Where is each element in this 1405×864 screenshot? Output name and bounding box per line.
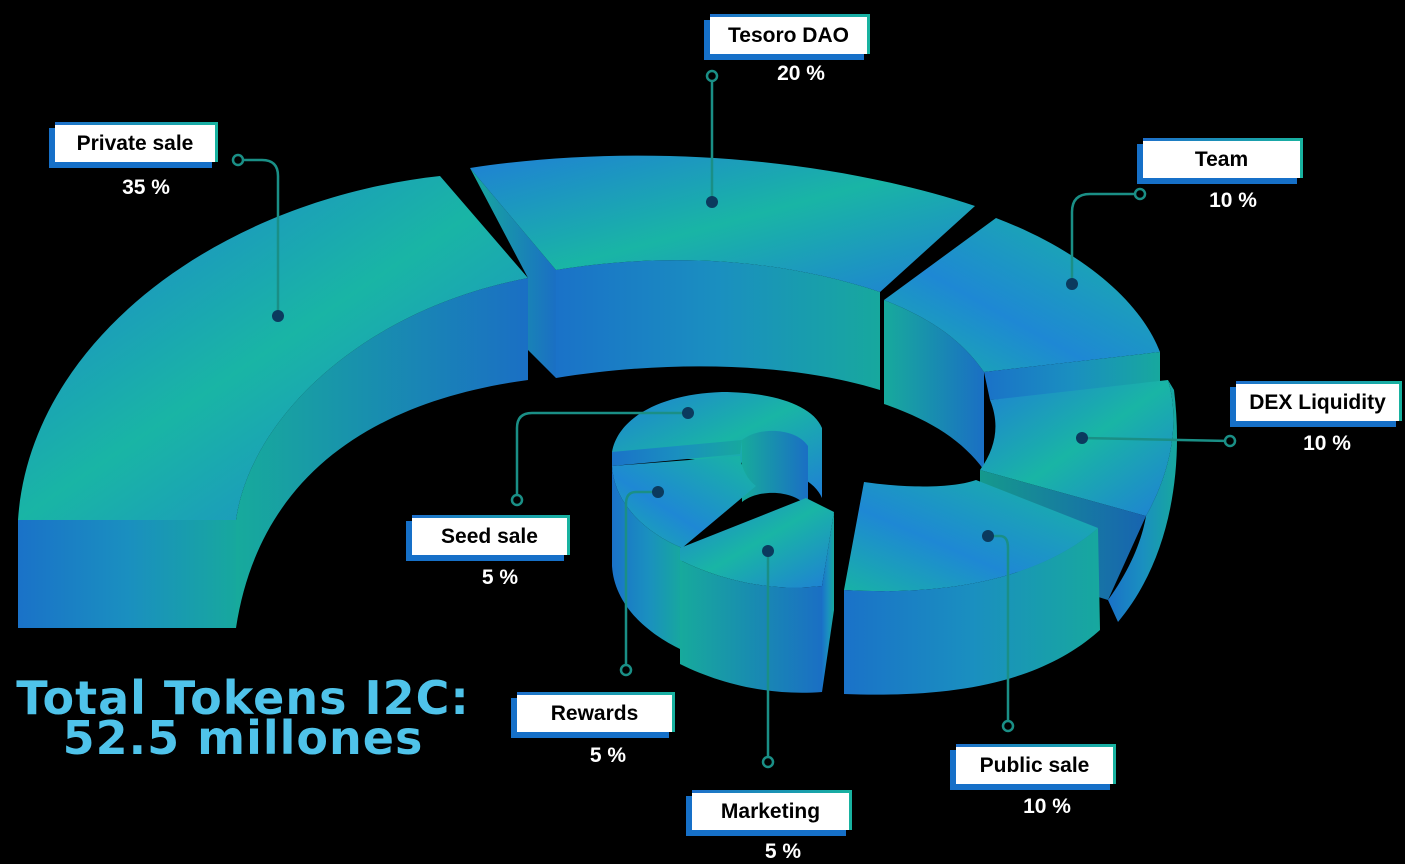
total-tokens-caption: Total Tokens I2C: 52.5 millones [8,671,478,765]
pct-rewards: 5 % [589,744,627,767]
pct-tesoro-dao: 20 % [777,62,825,85]
segment-seed-sale [612,392,822,508]
pct-team: 10 % [1209,189,1257,212]
label-dex-liquidity: DEX Liquidity [1236,381,1402,421]
label-private-sale: Private sale [55,122,218,162]
label-rewards: Rewards [517,692,675,732]
segment-tesoro-dao [470,155,975,390]
label-tesoro-dao: Tesoro DAO [710,14,870,54]
pct-seed-sale: 5 % [481,566,519,589]
segment-marketing [680,498,834,693]
label-team: Team [1143,138,1303,178]
segment-rewards [612,456,756,650]
leader-lines [238,76,1231,762]
pct-private-sale: 35 % [122,176,170,199]
label-marketing: Marketing [692,790,852,830]
label-seed-sale: Seed sale [412,515,570,555]
segment-private-sale [18,176,528,628]
label-public-sale: Public sale [956,744,1116,784]
pct-public-sale: 10 % [1023,795,1071,818]
leader-dots [231,69,1237,769]
segment-public-sale [844,480,1100,695]
pct-marketing: 5 % [764,840,802,863]
total-tokens-line2: 52.5 millones [62,711,424,765]
pct-dex-liquidity: 10 % [1303,432,1351,455]
total-tokens-line1: Total Tokens I2C: [16,671,470,725]
